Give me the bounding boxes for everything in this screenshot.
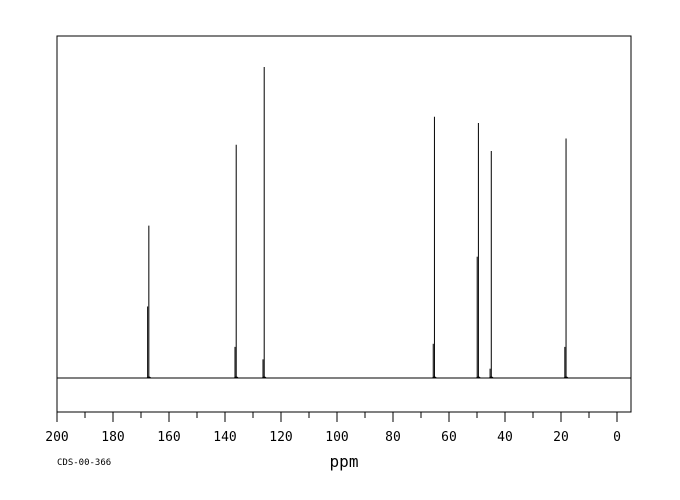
peak-3-foot	[432, 376, 437, 379]
peak-1-foot	[233, 376, 239, 379]
plot-frame	[56, 35, 632, 413]
x-axis-label: ppm	[330, 452, 359, 471]
x-tick-label: 140	[213, 430, 236, 445]
x-tick-label: 200	[45, 430, 68, 445]
x-tick-label: 80	[385, 430, 401, 445]
x-ticks-group: 200 180 160 140 120 100 80 60 40 20 0	[45, 412, 621, 445]
x-tick-label: 20	[553, 430, 569, 445]
x-tick-label: 180	[101, 430, 124, 445]
peak-5-foot	[488, 376, 494, 379]
x-tick-label: 120	[269, 430, 292, 445]
x-tick-label: 60	[441, 430, 457, 445]
peak-0-foot	[146, 376, 152, 379]
peak-2-foot	[261, 376, 267, 379]
x-tick-label: 100	[325, 430, 348, 445]
x-tick-label: 0	[613, 430, 621, 445]
x-tick-label: 40	[497, 430, 513, 445]
x-tick-label: 160	[157, 430, 180, 445]
peaks-group	[146, 67, 569, 379]
peak-6-foot	[563, 376, 569, 379]
peak-4-foot	[476, 376, 481, 379]
spectrum-id-label: CDS-00-366	[57, 458, 111, 468]
